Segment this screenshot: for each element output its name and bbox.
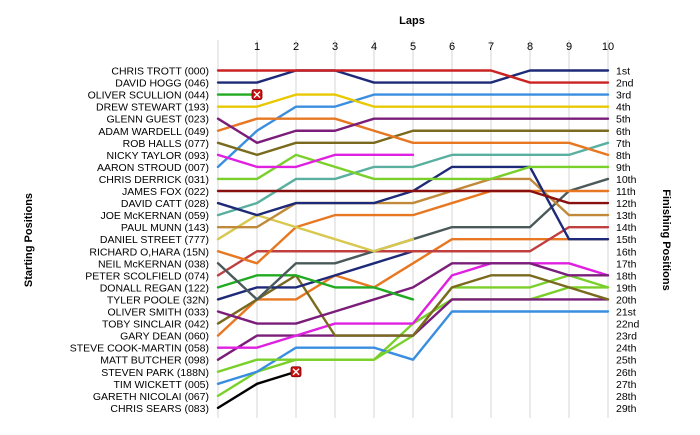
series-line [216,225,610,277]
retired-marker [290,366,302,378]
finish-position-label: 23rd [616,331,637,343]
finish-position-label: 16th [616,246,637,258]
finish-position-label: 15th [616,234,637,246]
retired-marker [251,89,263,100]
finish-position-label: 7th [616,138,631,150]
starting-positions: CHRIS TROTT (000)DAVID HOGG (046)OLIVER … [70,66,209,415]
finish-position-label: 10th [616,174,637,186]
lap-axis: 1 2 3 4 5 6 7 8 9 10 [254,41,614,53]
finish-position-label: 12th [616,198,637,210]
finish-position-label: 4th [616,102,631,114]
finish-position-label: 22nd [616,319,640,331]
driver-label: DREW STEWART (193) [96,102,209,114]
series-line [216,213,415,253]
driver-label: STEVE COOK-MARTIN (058) [70,343,209,355]
lap-tick-label: 2 [293,41,299,53]
lap-tick-label: 7 [488,41,494,53]
driver-label: CHRIS TROTT (000) [111,66,209,78]
series-line [216,262,610,349]
driver-label: NEIL McKERNAN (038) [98,258,209,270]
finish-position-label: 26th [616,367,637,379]
series-line [216,274,415,301]
finish-position-label: 24th [616,343,637,355]
finish-position-label: 1st [616,66,630,78]
finish-position-label: 2nd [616,78,634,90]
series-line [216,153,610,181]
x-axis-title: Laps [399,15,425,27]
driver-label: RICHARD O,HARA (15N) [89,246,209,258]
finish-position-label: 25th [616,355,637,367]
driver-label: GARETH NICOLAI (067) [93,391,209,403]
lap-tick-label: 3 [332,41,338,53]
driver-label: ROB HALLS (077) [123,138,209,150]
series-line [216,117,610,145]
driver-label: DANIEL STREET (777) [100,234,209,246]
finishing-positions: 1st2nd3rd4th5th6th7th8th9th10th11th12th1… [616,66,640,415]
driver-label: JAMES FOX (022) [122,186,209,198]
series-line [216,153,415,169]
lap-tick-label: 5 [410,41,416,53]
lap-grid [217,40,609,418]
lap-tick-label: 9 [566,41,572,53]
series-line [216,189,610,205]
series-line [216,129,610,157]
driver-label: AARON STROUD (007) [97,162,209,174]
finish-position-label: 27th [616,379,637,391]
lap-tick-label: 8 [527,41,533,53]
finish-position-label: 8th [616,150,631,162]
y-axis-title-right: Finishing Positions [660,189,672,290]
finish-position-label: 29th [616,403,637,415]
series-line [216,69,610,84]
driver-label: CHRIS SEARS (083) [110,403,209,415]
lap-tick-label: 6 [449,41,455,53]
driver-label: NICKY TAYLOR (093) [106,150,209,162]
driver-label: TYLER POOLE (32N) [107,294,209,306]
driver-label: STEVEN PARK (188N) [101,367,209,379]
series-line [216,141,610,217]
driver-label: ADAM WARDELL (049) [98,126,209,138]
lap-tick-label: 1 [254,41,260,53]
finish-position-label: 18th [616,270,637,282]
series-line [216,117,610,157]
driver-label: MATT BUTCHER (098) [100,355,209,367]
finish-position-label: 17th [616,258,637,270]
series-line [216,274,610,337]
finish-position-label: 11th [616,186,636,198]
driver-label: TOBY SINCLAIR (042) [102,319,209,331]
driver-label: PAUL MUNN (143) [121,222,209,234]
series-line [216,370,298,410]
series-line [216,69,610,84]
series-line [216,237,610,337]
finish-position-label: 21st [616,307,636,319]
driver-label: DONALL REGAN (122) [100,282,209,294]
finish-position-label: 28th [616,391,637,403]
series-line [216,93,610,108]
finish-position-label: 19th [616,282,637,294]
finish-position-label: 14th [616,222,637,234]
driver-label: DAVID CATT (028) [121,198,209,210]
series-line [216,93,610,169]
driver-label: JOE McKERNAN (059) [100,210,209,222]
finish-position-label: 6th [616,126,631,138]
driver-label: GLENN GUEST (023) [106,114,209,126]
finish-position-label: 9th [616,162,631,174]
series-line [216,262,610,325]
finish-position-label: 5th [616,114,631,126]
driver-label: GARY DEAN (060) [120,331,209,343]
finish-position-label: 13th [616,210,637,222]
driver-label: OLIVER SCULLION (044) [88,90,209,102]
driver-label: TIM WICKETT (005) [114,379,209,391]
series-line [216,310,610,385]
series-lines [216,69,610,410]
driver-label: OLIVER SMITH (033) [107,307,209,319]
finish-position-label: 20th [616,294,637,306]
lap-tick-label: 4 [371,41,377,53]
driver-label: DAVID HOGG (046) [115,78,209,90]
lap-tick-label: 10 [602,41,614,53]
driver-label: CHRIS DERRICK (031) [99,174,209,186]
driver-label: PETER SCOLFIELD (074) [85,270,209,282]
y-axis-title-left: Starting Positions [23,193,35,287]
finish-position-label: 3rd [616,90,631,102]
